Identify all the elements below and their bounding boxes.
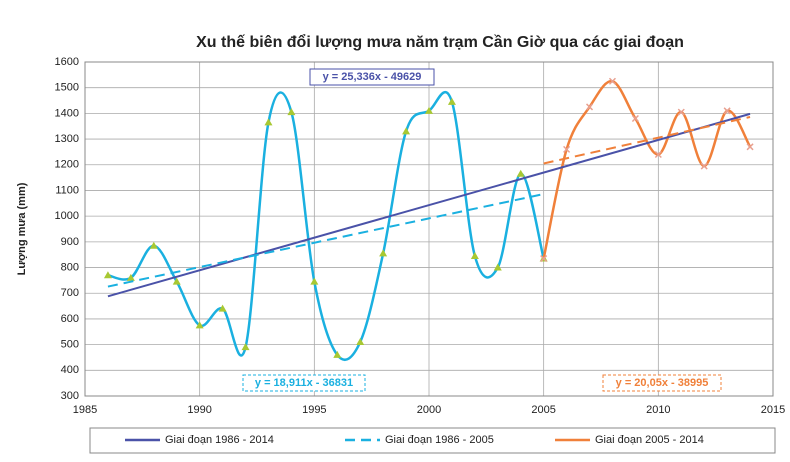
marker xyxy=(356,338,365,346)
y-tick-label: 1600 xyxy=(55,56,79,68)
y-tick-label: 400 xyxy=(61,364,79,376)
marker xyxy=(126,273,135,281)
trend-line xyxy=(107,193,544,288)
y-tick-label: 1500 xyxy=(55,82,79,94)
marker xyxy=(540,255,548,263)
equation-label: y = 25,336x - 49629 xyxy=(323,71,422,83)
x-tick-label: 1985 xyxy=(73,404,97,416)
data-line xyxy=(107,91,545,361)
y-tick-label: 900 xyxy=(61,236,79,248)
chart-title: Xu thế biên đổi lượng mưa năm trạm Cần G… xyxy=(196,33,684,51)
marker xyxy=(149,241,158,249)
marker xyxy=(447,97,456,105)
x-tick-label: 2000 xyxy=(417,404,441,416)
trend-line xyxy=(543,116,751,165)
marker xyxy=(241,343,250,351)
marker xyxy=(195,321,204,329)
marker xyxy=(333,350,342,358)
marker xyxy=(700,162,708,170)
x-tick-label: 2005 xyxy=(531,404,555,416)
data-line xyxy=(542,80,752,259)
marker xyxy=(654,150,662,159)
marker xyxy=(608,77,616,85)
y-tick-label: 600 xyxy=(61,313,79,325)
marker xyxy=(746,143,754,151)
y-tick-label: 500 xyxy=(61,339,79,351)
marker xyxy=(586,103,594,111)
marker xyxy=(218,304,227,312)
marker xyxy=(677,108,685,116)
y-tick-label: 300 xyxy=(61,390,79,402)
legend-box xyxy=(89,427,776,454)
marker xyxy=(264,118,273,126)
marker xyxy=(310,277,319,285)
marker xyxy=(563,145,571,153)
marker xyxy=(425,106,433,114)
y-tick-label: 800 xyxy=(61,261,79,273)
marker xyxy=(516,169,525,177)
equation-box xyxy=(602,374,722,392)
x-tick-label: 2010 xyxy=(646,404,670,416)
y-axis-label: Lượng mưa (mm) xyxy=(16,182,28,275)
legend-label: Giai đoạn 2005 - 2014 xyxy=(595,434,704,446)
y-tick-label: 700 xyxy=(61,287,79,299)
marker xyxy=(172,277,181,285)
x-tick-label: 2015 xyxy=(761,404,785,416)
marker xyxy=(631,114,639,123)
legend-label: Giai đoạn 1986 - 2005 xyxy=(385,434,494,446)
marker xyxy=(493,263,502,271)
equation-label: y = 20,05x - 38995 xyxy=(616,377,709,389)
x-tick-label: 1990 xyxy=(187,404,211,416)
equation-box xyxy=(242,374,366,392)
y-tick-label: 1400 xyxy=(55,107,79,119)
plot-frame xyxy=(84,61,774,397)
marker xyxy=(723,107,731,115)
equation-box xyxy=(309,68,435,86)
marker xyxy=(402,127,411,135)
marker xyxy=(379,249,388,257)
marker xyxy=(470,251,479,259)
equation-label: y = 18,911x - 36831 xyxy=(255,377,353,389)
legend-label: Giai đoạn 1986 - 2014 xyxy=(165,434,274,446)
marker xyxy=(103,271,112,279)
marker xyxy=(287,108,296,116)
y-tick-label: 1300 xyxy=(55,133,79,145)
y-tick-label: 1000 xyxy=(55,210,79,222)
trend-line xyxy=(107,112,751,298)
y-tick-label: 1100 xyxy=(55,184,79,196)
y-tick-label: 1200 xyxy=(55,159,79,171)
x-tick-label: 1995 xyxy=(302,404,326,416)
